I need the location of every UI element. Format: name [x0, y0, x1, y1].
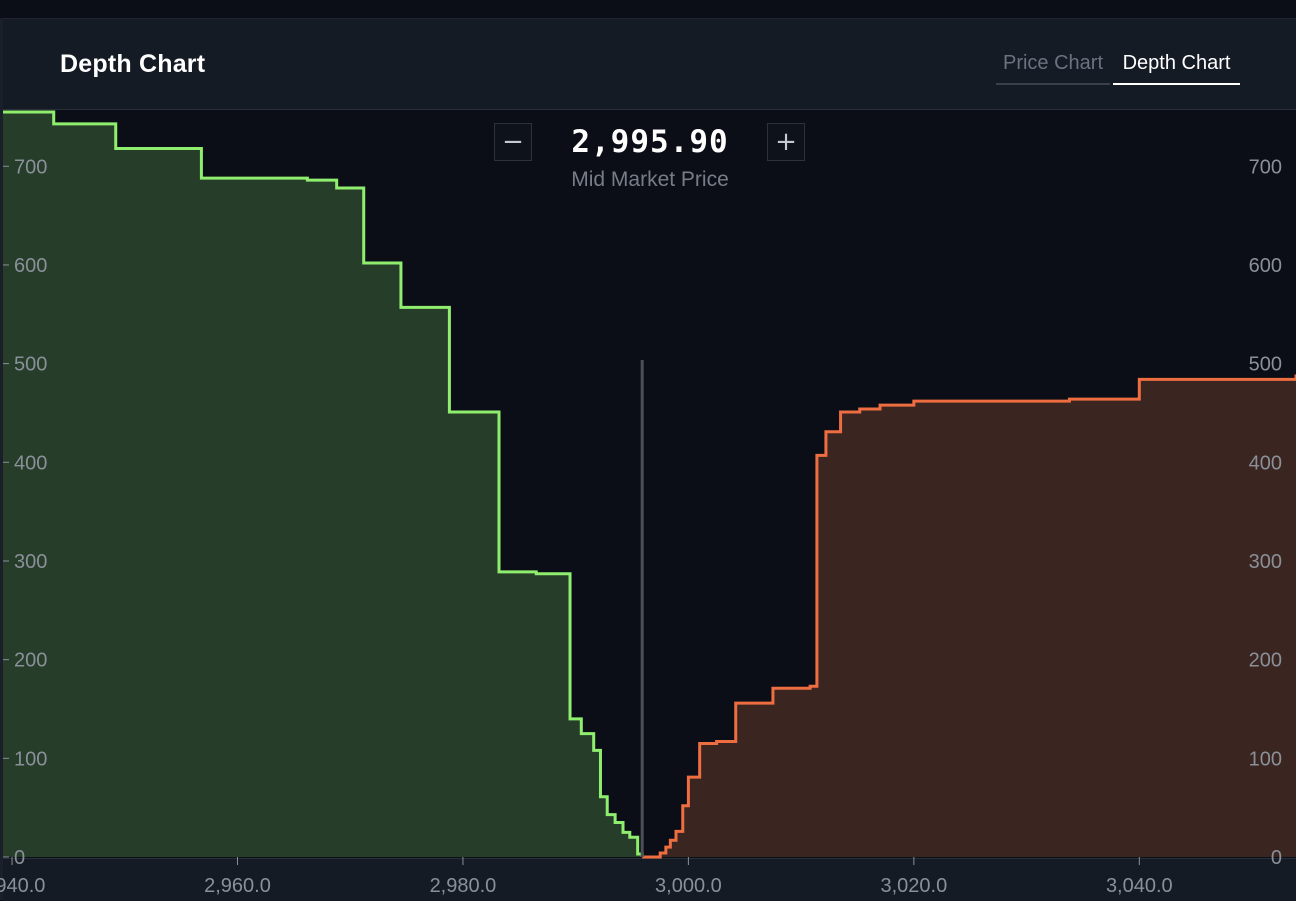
x-tick-label: 3,000.0: [655, 875, 722, 897]
x-tick-label: 2,960.0: [204, 875, 271, 897]
zoom-in-button[interactable]: +: [767, 123, 805, 161]
bids-area: [3, 112, 643, 857]
tab-price-chart[interactable]: Price Chart: [996, 49, 1110, 85]
x-tick-label: 3,040.0: [1106, 875, 1173, 897]
y-tick-label-right: 600: [1249, 255, 1282, 277]
y-tick-label-right: 500: [1249, 354, 1282, 376]
chart-header: Depth Chart Price Chart Depth Chart: [3, 19, 1296, 110]
y-tick-label-left: 700: [14, 156, 47, 178]
top-strip: [0, 0, 1296, 19]
y-tick-label-left: 400: [14, 452, 47, 474]
y-tick-label-right: 400: [1249, 452, 1282, 474]
plus-icon: +: [775, 127, 797, 157]
y-tick-label-left: 600: [14, 255, 47, 277]
mid-market-label: Mid Market Price: [571, 168, 729, 191]
left-rule: [0, 18, 3, 900]
y-tick-label-left: 100: [14, 748, 47, 770]
mid-market-price: 2,995.90: [571, 124, 729, 160]
asks-area: [642, 374, 1296, 857]
y-tick-label-left: 500: [14, 354, 47, 376]
y-tick-label-left: 0: [14, 847, 25, 869]
page-title: Depth Chart: [60, 50, 206, 78]
y-tick-label-right: 700: [1249, 156, 1282, 178]
bids-line: [3, 110, 644, 857]
y-tick-label-left: 300: [14, 551, 47, 573]
y-tick-label-right: 300: [1249, 551, 1282, 573]
asks-line: [642, 374, 1296, 859]
x-tick-label: 2,940.0: [0, 875, 45, 897]
y-tick-label-right: 0: [1271, 847, 1282, 869]
x-axis-band: [3, 858, 1296, 901]
minus-icon: −: [502, 127, 524, 157]
y-tick-label-left: 200: [14, 650, 47, 672]
zoom-out-button[interactable]: −: [494, 123, 532, 161]
x-tick-label: 3,020.0: [880, 875, 947, 897]
x-tick-label: 2,980.0: [430, 875, 497, 897]
tab-depth-chart[interactable]: Depth Chart: [1113, 49, 1240, 85]
y-tick-label-right: 200: [1249, 650, 1282, 672]
y-tick-label-right: 100: [1249, 748, 1282, 770]
